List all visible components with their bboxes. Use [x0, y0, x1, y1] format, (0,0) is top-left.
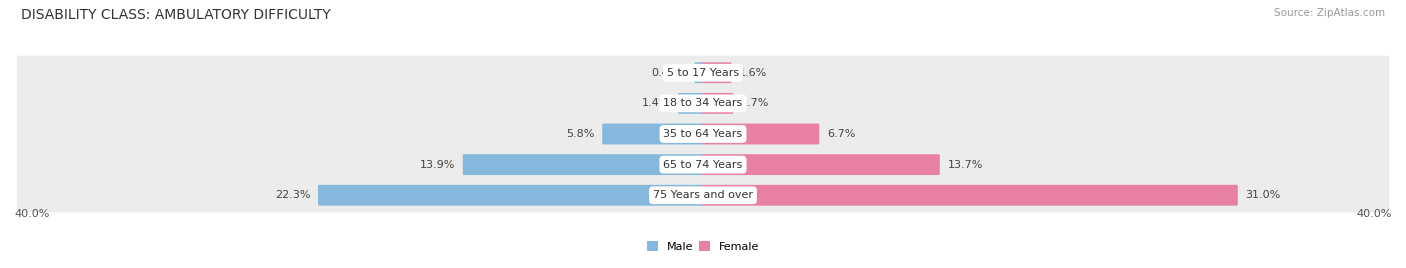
FancyBboxPatch shape — [702, 93, 733, 114]
Text: 5 to 17 Years: 5 to 17 Years — [666, 68, 740, 78]
FancyBboxPatch shape — [17, 147, 1389, 182]
Text: 1.7%: 1.7% — [741, 98, 769, 108]
Text: 1.4%: 1.4% — [643, 98, 671, 108]
Text: 35 to 64 Years: 35 to 64 Years — [664, 129, 742, 139]
Text: 40.0%: 40.0% — [1357, 209, 1392, 219]
Text: 6.7%: 6.7% — [827, 129, 855, 139]
FancyBboxPatch shape — [17, 86, 1389, 121]
FancyBboxPatch shape — [702, 124, 820, 144]
FancyBboxPatch shape — [678, 93, 704, 114]
Text: 1.6%: 1.6% — [740, 68, 768, 78]
Text: 75 Years and over: 75 Years and over — [652, 190, 754, 200]
FancyBboxPatch shape — [695, 62, 704, 83]
FancyBboxPatch shape — [602, 124, 704, 144]
Text: 0.44%: 0.44% — [651, 68, 686, 78]
Text: 31.0%: 31.0% — [1246, 190, 1281, 200]
Text: 18 to 34 Years: 18 to 34 Years — [664, 98, 742, 108]
FancyBboxPatch shape — [17, 178, 1389, 213]
Text: DISABILITY CLASS: AMBULATORY DIFFICULTY: DISABILITY CLASS: AMBULATORY DIFFICULTY — [21, 8, 330, 22]
Text: 65 to 74 Years: 65 to 74 Years — [664, 160, 742, 170]
FancyBboxPatch shape — [318, 185, 704, 206]
Text: 22.3%: 22.3% — [274, 190, 311, 200]
FancyBboxPatch shape — [17, 117, 1389, 151]
FancyBboxPatch shape — [702, 62, 731, 83]
Legend: Male, Female: Male, Female — [647, 241, 759, 252]
FancyBboxPatch shape — [463, 154, 704, 175]
Text: Source: ZipAtlas.com: Source: ZipAtlas.com — [1274, 8, 1385, 18]
Text: 5.8%: 5.8% — [567, 129, 595, 139]
Text: 13.9%: 13.9% — [419, 160, 456, 170]
Text: 40.0%: 40.0% — [14, 209, 49, 219]
FancyBboxPatch shape — [702, 154, 939, 175]
Text: 13.7%: 13.7% — [948, 160, 983, 170]
FancyBboxPatch shape — [702, 185, 1237, 206]
FancyBboxPatch shape — [17, 55, 1389, 90]
